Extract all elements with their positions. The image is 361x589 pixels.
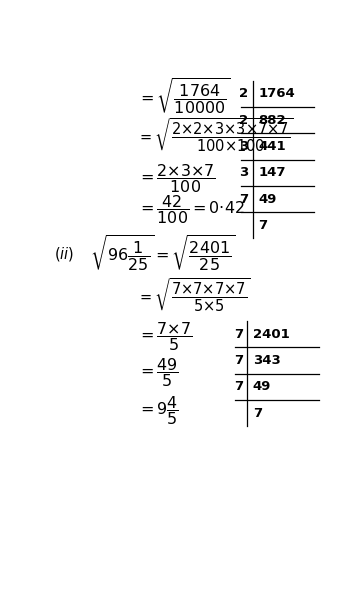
Text: 2401: 2401 xyxy=(253,327,290,340)
Text: $= \dfrac{7{\times}7}{5}$: $= \dfrac{7{\times}7}{5}$ xyxy=(138,320,193,353)
Text: $= \dfrac{2{\times}3{\times}7}{100}$: $= \dfrac{2{\times}3{\times}7}{100}$ xyxy=(138,162,217,195)
Text: 2: 2 xyxy=(239,87,248,100)
Text: 7: 7 xyxy=(239,193,248,206)
Text: $= \dfrac{42}{100} = 0{\cdot}42$: $= \dfrac{42}{100} = 0{\cdot}42$ xyxy=(138,193,245,226)
Text: 7: 7 xyxy=(258,219,268,232)
Text: 3: 3 xyxy=(239,166,248,179)
Text: $(ii)$: $(ii)$ xyxy=(53,245,74,263)
Text: 7: 7 xyxy=(234,380,243,393)
Text: 441: 441 xyxy=(258,140,286,153)
Text: 7: 7 xyxy=(234,327,243,340)
Text: 343: 343 xyxy=(253,354,280,367)
Text: 147: 147 xyxy=(258,166,286,179)
Text: 2: 2 xyxy=(239,114,248,127)
Text: 49: 49 xyxy=(258,193,277,206)
Text: 7: 7 xyxy=(234,354,243,367)
Text: 1764: 1764 xyxy=(258,87,295,100)
Text: $= \sqrt{\dfrac{7{\times}7{\times}7{\times}7}{5{\times}5}}$: $= \sqrt{\dfrac{7{\times}7{\times}7{\tim… xyxy=(138,277,251,314)
Text: $= \sqrt{\dfrac{2{\times}2{\times}3{\times}3{\times}7{\times}7}{100{\times}100}}: $= \sqrt{\dfrac{2{\times}2{\times}3{\tim… xyxy=(138,117,294,154)
Text: $\sqrt{96\dfrac{1}{25}} = \sqrt{\dfrac{2401}{25}}$: $\sqrt{96\dfrac{1}{25}} = \sqrt{\dfrac{2… xyxy=(90,234,236,274)
Text: $= 9\dfrac{4}{5}$: $= 9\dfrac{4}{5}$ xyxy=(138,394,179,428)
Text: $= \sqrt{\dfrac{1764}{10000}}$: $= \sqrt{\dfrac{1764}{10000}}$ xyxy=(138,77,231,117)
Text: 3: 3 xyxy=(239,140,248,153)
Text: $= \dfrac{49}{5}$: $= \dfrac{49}{5}$ xyxy=(138,356,179,389)
Text: 882: 882 xyxy=(258,114,286,127)
Text: 7: 7 xyxy=(253,406,262,419)
Text: 49: 49 xyxy=(253,380,271,393)
